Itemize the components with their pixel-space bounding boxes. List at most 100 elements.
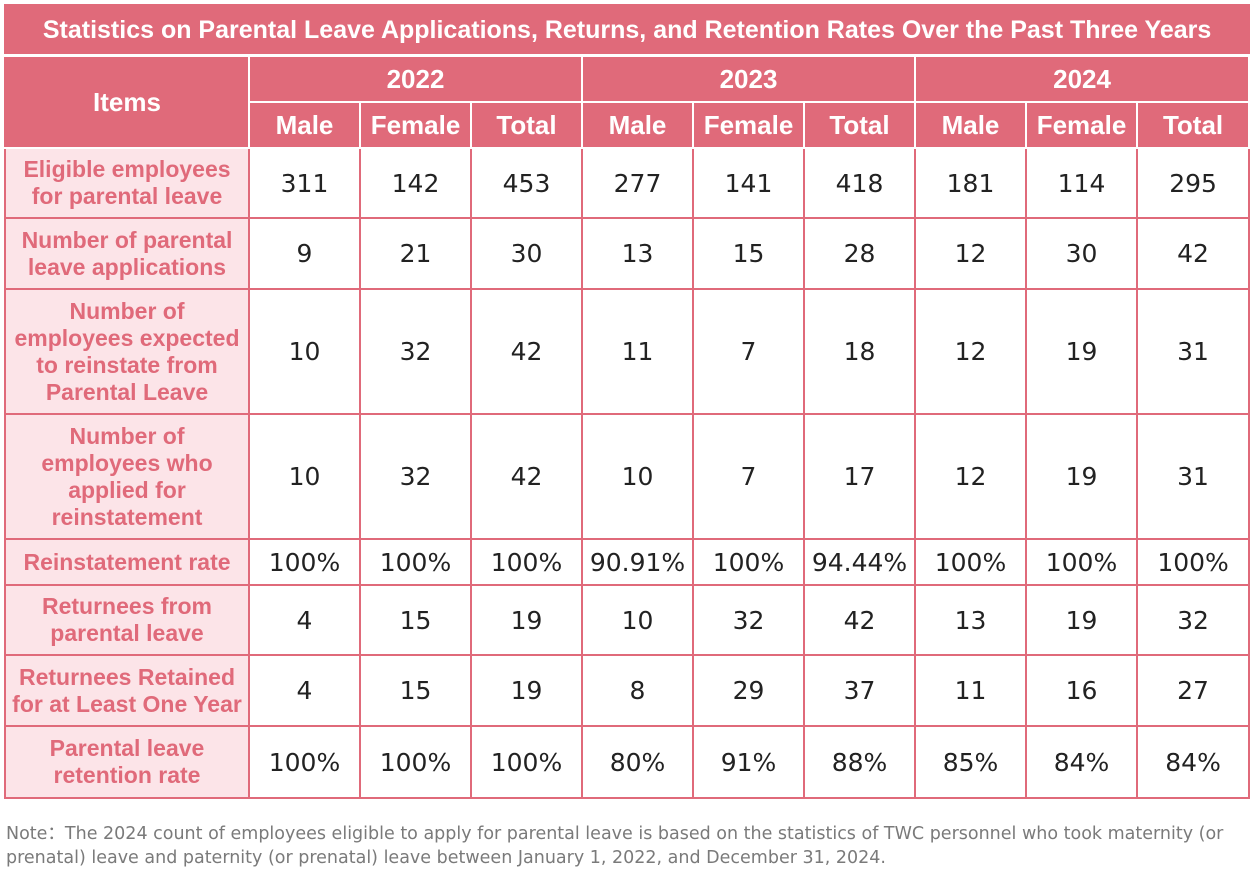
cell-value: 19 xyxy=(470,654,583,727)
cell-value: 80% xyxy=(581,725,694,799)
cell-value: 10 xyxy=(248,288,361,415)
row-label: Number of parental leave applications xyxy=(4,217,250,290)
sub-header-male: Male xyxy=(914,101,1027,149)
cell-value: 10 xyxy=(581,413,694,540)
cell-value: 18 xyxy=(803,288,916,415)
cell-value: 17 xyxy=(803,413,916,540)
cell-value: 19 xyxy=(1025,413,1138,540)
year-header-2024: 2024 xyxy=(913,54,1251,103)
cell-value: 181 xyxy=(914,147,1027,219)
row-label: Number of employees who applied for rein… xyxy=(4,413,250,540)
cell-value: 94.44% xyxy=(803,538,916,586)
cell-value: 29 xyxy=(692,654,805,727)
cell-value: 30 xyxy=(1025,217,1138,290)
cell-value: 100% xyxy=(359,725,472,799)
cell-value: 13 xyxy=(581,217,694,290)
year-header-2022: 2022 xyxy=(248,54,583,103)
row-label: Reinstatement rate xyxy=(4,538,250,586)
sub-header-female: Female xyxy=(1025,101,1138,149)
cell-value: 15 xyxy=(692,217,805,290)
cell-value: 100% xyxy=(470,538,583,586)
cell-value: 13 xyxy=(914,584,1027,656)
cell-value: 19 xyxy=(470,584,583,656)
cell-value: 42 xyxy=(470,413,583,540)
sub-header-female: Female xyxy=(692,101,805,149)
cell-value: 37 xyxy=(803,654,916,727)
cell-value: 19 xyxy=(1025,288,1138,415)
cell-value: 4 xyxy=(248,654,361,727)
cell-value: 12 xyxy=(914,413,1027,540)
row-label: Returnees from parental leave xyxy=(4,584,250,656)
cell-value: 4 xyxy=(248,584,361,656)
cell-value: 91% xyxy=(692,725,805,799)
table-title: Statistics on Parental Leave Application… xyxy=(3,4,1251,57)
cell-value: 12 xyxy=(914,217,1027,290)
cell-value: 32 xyxy=(359,413,472,540)
row-label: Returnees Retained for at Least One Year xyxy=(4,654,250,727)
table-row: Number of parental leave applications 9 … xyxy=(4,217,1251,290)
cell-value: 27 xyxy=(1135,654,1251,727)
cell-value: 32 xyxy=(692,584,805,656)
row-label: Parental leave retention rate xyxy=(4,725,250,799)
cell-value: 84% xyxy=(1135,725,1251,799)
cell-value: 28 xyxy=(803,217,916,290)
cell-value: 100% xyxy=(692,538,805,586)
table-row: Returnees Retained for at Least One Year… xyxy=(4,654,1251,727)
cell-value: 311 xyxy=(248,147,361,219)
sub-header-total: Total xyxy=(470,101,583,149)
cell-value: 16 xyxy=(1025,654,1138,727)
items-header: Items xyxy=(4,54,250,149)
year-header-2023: 2023 xyxy=(581,54,916,103)
cell-value: 42 xyxy=(1135,217,1251,290)
cell-value: 31 xyxy=(1135,288,1251,415)
cell-value: 21 xyxy=(359,217,472,290)
cell-value: 10 xyxy=(248,413,361,540)
cell-value: 42 xyxy=(470,288,583,415)
table-row: Reinstatement rate 100% 100% 100% 90.91%… xyxy=(4,538,1251,586)
cell-value: 295 xyxy=(1135,147,1251,219)
cell-value: 88% xyxy=(803,725,916,799)
cell-value: 100% xyxy=(248,725,361,799)
cell-value: 19 xyxy=(1025,584,1138,656)
sub-header-total: Total xyxy=(803,101,916,149)
cell-value: 100% xyxy=(470,725,583,799)
table-row: Returnees from parental leave 4 15 19 10… xyxy=(4,584,1251,656)
cell-value: 7 xyxy=(692,413,805,540)
footnote: Note：The 2024 count of employees eligibl… xyxy=(6,824,1224,868)
cell-value: 42 xyxy=(803,584,916,656)
parental-leave-table-container: Statistics on Parental Leave Application… xyxy=(3,4,1251,799)
cell-value: 453 xyxy=(470,147,583,219)
cell-value: 31 xyxy=(1135,413,1251,540)
sub-header-male: Male xyxy=(581,101,694,149)
cell-value: 100% xyxy=(1135,538,1251,586)
cell-value: 141 xyxy=(692,147,805,219)
table-row: Number of employees who applied for rein… xyxy=(4,413,1251,540)
cell-value: 32 xyxy=(1135,584,1251,656)
cell-value: 84% xyxy=(1025,725,1138,799)
cell-value: 100% xyxy=(359,538,472,586)
cell-value: 100% xyxy=(248,538,361,586)
row-label: Eligible employees for parental leave xyxy=(4,147,250,219)
cell-value: 7 xyxy=(692,288,805,415)
cell-value: 277 xyxy=(581,147,694,219)
cell-value: 10 xyxy=(581,584,694,656)
cell-value: 15 xyxy=(359,654,472,727)
cell-value: 32 xyxy=(359,288,472,415)
cell-value: 30 xyxy=(470,217,583,290)
cell-value: 11 xyxy=(581,288,694,415)
cell-value: 11 xyxy=(914,654,1027,727)
row-label: Number of employees expected to reinstat… xyxy=(4,288,250,415)
cell-value: 114 xyxy=(1025,147,1138,219)
table-row: Parental leave retention rate 100% 100% … xyxy=(4,725,1251,799)
parental-leave-statistics-table: Statistics on Parental Leave Application… xyxy=(3,4,1251,799)
cell-value: 15 xyxy=(359,584,472,656)
sub-header-total: Total xyxy=(1135,101,1251,149)
table-row: Eligible employees for parental leave 31… xyxy=(4,147,1251,219)
cell-value: 8 xyxy=(581,654,694,727)
cell-value: 12 xyxy=(914,288,1027,415)
cell-value: 9 xyxy=(248,217,361,290)
sub-header-female: Female xyxy=(359,101,472,149)
cell-value: 90.91% xyxy=(581,538,694,586)
cell-value: 418 xyxy=(803,147,916,219)
cell-value: 100% xyxy=(914,538,1027,586)
